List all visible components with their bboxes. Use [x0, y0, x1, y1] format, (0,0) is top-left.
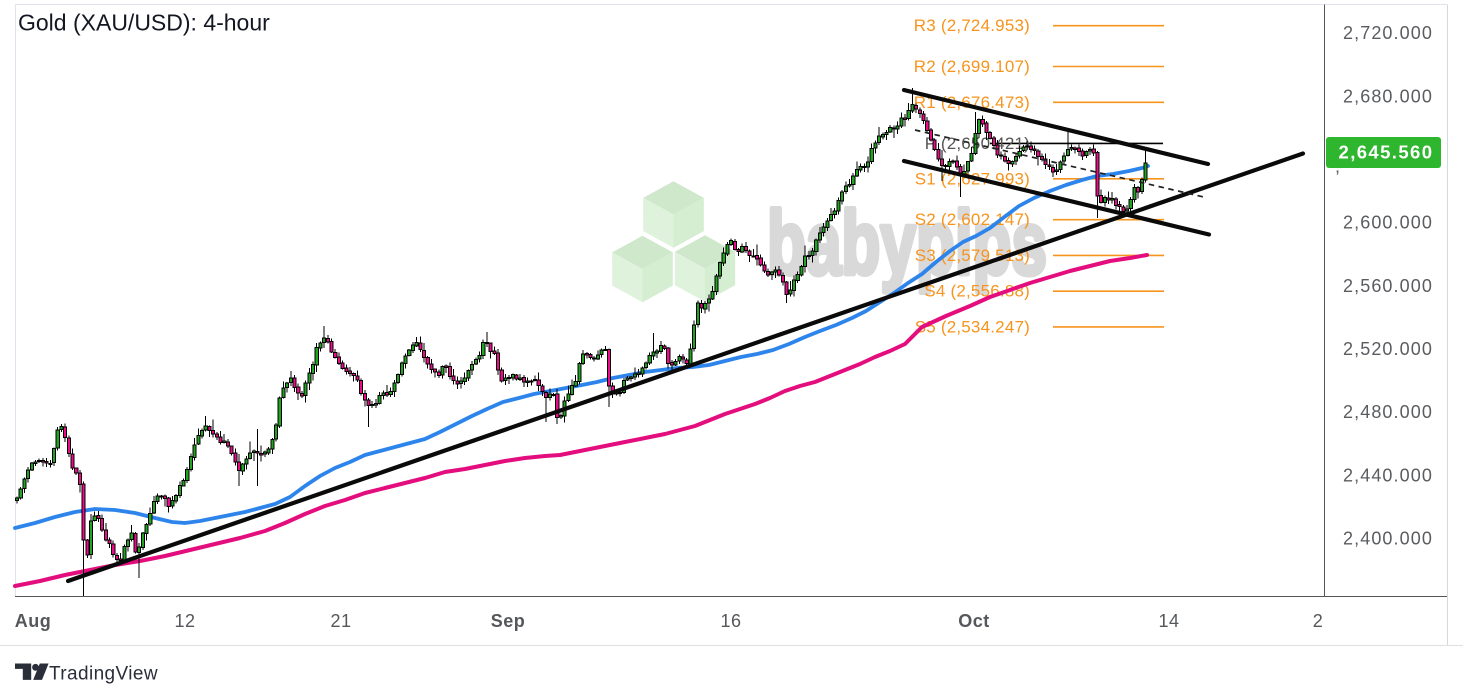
svg-text:Aug: Aug: [15, 611, 52, 631]
svg-text:2,600.000: 2,600.000: [1343, 213, 1433, 233]
svg-text:16: 16: [720, 611, 741, 631]
svg-text:S4 (2,556.88): S4 (2,556.88): [924, 282, 1030, 301]
svg-text:2,645.560: 2,645.560: [1339, 142, 1434, 163]
svg-text:2,480.000: 2,480.000: [1343, 402, 1433, 422]
svg-text:21: 21: [330, 611, 351, 631]
svg-text:2,720.000: 2,720.000: [1343, 23, 1433, 43]
svg-text:Gold (XAU/USD): 4-hour: Gold (XAU/USD): 4-hour: [18, 10, 270, 36]
svg-text:2,440.000: 2,440.000: [1343, 465, 1433, 485]
svg-text:2,560.000: 2,560.000: [1343, 276, 1433, 296]
svg-text:Sep: Sep: [491, 611, 526, 631]
svg-text:babypips: babypips: [767, 194, 1047, 294]
svg-text:2,520.000: 2,520.000: [1343, 339, 1433, 359]
svg-text:12: 12: [174, 611, 195, 631]
svg-text:2: 2: [1313, 611, 1324, 631]
svg-text:S5 (2,534.247): S5 (2,534.247): [915, 317, 1030, 336]
svg-text:2,680.000: 2,680.000: [1343, 86, 1433, 106]
svg-text:14: 14: [1158, 611, 1179, 631]
svg-text:R2 (2,699.107): R2 (2,699.107): [914, 57, 1030, 76]
svg-text:TradingView: TradingView: [49, 664, 158, 685]
svg-text:R3 (2,724.953): R3 (2,724.953): [914, 16, 1030, 35]
svg-text:S2 (2,602.147): S2 (2,602.147): [915, 210, 1030, 229]
svg-text:2,400.000: 2,400.000: [1343, 529, 1433, 549]
svg-text:Oct: Oct: [958, 611, 990, 631]
